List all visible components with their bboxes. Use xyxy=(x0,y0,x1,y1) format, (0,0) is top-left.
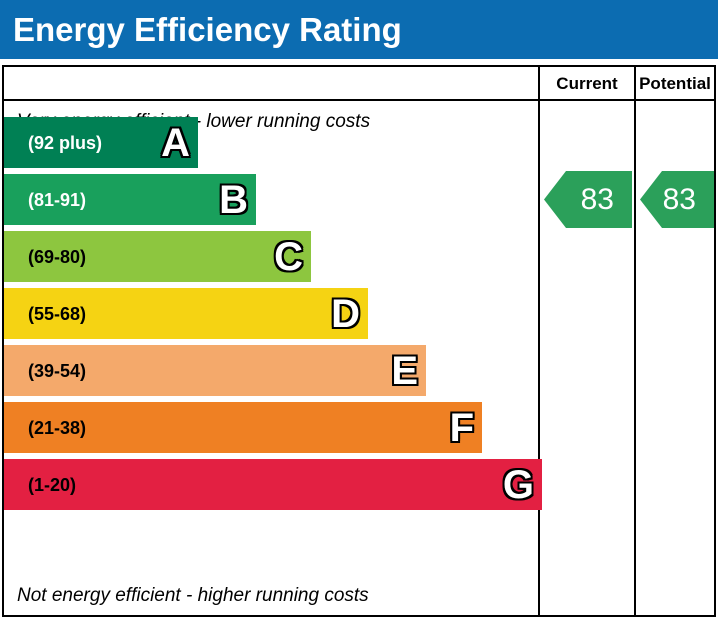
band-range-d: (55-68) xyxy=(28,303,87,324)
band-list: (92 plus) A (81-91) B (69-80) C (55-68) … xyxy=(4,67,542,615)
current-rating-value: 83 xyxy=(580,182,614,216)
table-header-row: Current Potential xyxy=(4,67,714,101)
band-range-b: (81-91) xyxy=(28,189,87,210)
band-letter-c: C xyxy=(273,234,304,279)
caption-not-efficient: Not energy efficient - higher running co… xyxy=(17,585,369,606)
column-divider-current xyxy=(538,101,540,615)
band-row-c: (69-80) C xyxy=(4,231,311,282)
chart-title-bar: Energy Efficiency Rating xyxy=(0,0,718,59)
rating-table: Current Potential Very energy efficient … xyxy=(2,65,716,617)
potential-rating-arrow: 83 xyxy=(640,171,714,228)
band-row-b: (81-91) B xyxy=(4,174,256,225)
band-row-e: (39-54) E xyxy=(4,345,426,396)
band-letter-f: F xyxy=(448,405,475,450)
column-header-potential: Potential xyxy=(634,67,714,101)
band-row-g: (1-20) G xyxy=(4,459,542,510)
column-divider-potential xyxy=(634,101,636,615)
band-letter-a: A xyxy=(160,120,191,165)
band-range-f: (21-38) xyxy=(28,417,87,438)
band-row-d: (55-68) D xyxy=(4,288,368,339)
band-row-f: (21-38) F xyxy=(4,402,482,453)
column-header-current: Current xyxy=(538,67,634,101)
band-row-a: (92 plus) A xyxy=(4,117,198,168)
band-letter-b: B xyxy=(218,177,249,222)
current-rating-arrow: 83 xyxy=(544,171,632,228)
band-letter-d: D xyxy=(330,291,361,336)
band-range-g: (1-20) xyxy=(28,474,77,495)
band-range-a: (92 plus) xyxy=(28,132,103,153)
band-range-e: (39-54) xyxy=(28,360,87,381)
band-range-c: (69-80) xyxy=(28,246,87,267)
band-letter-g: G xyxy=(502,462,536,507)
page-title: Energy Efficiency Rating xyxy=(13,11,402,48)
band-letter-e: E xyxy=(390,348,419,393)
potential-rating-value: 83 xyxy=(662,182,696,216)
